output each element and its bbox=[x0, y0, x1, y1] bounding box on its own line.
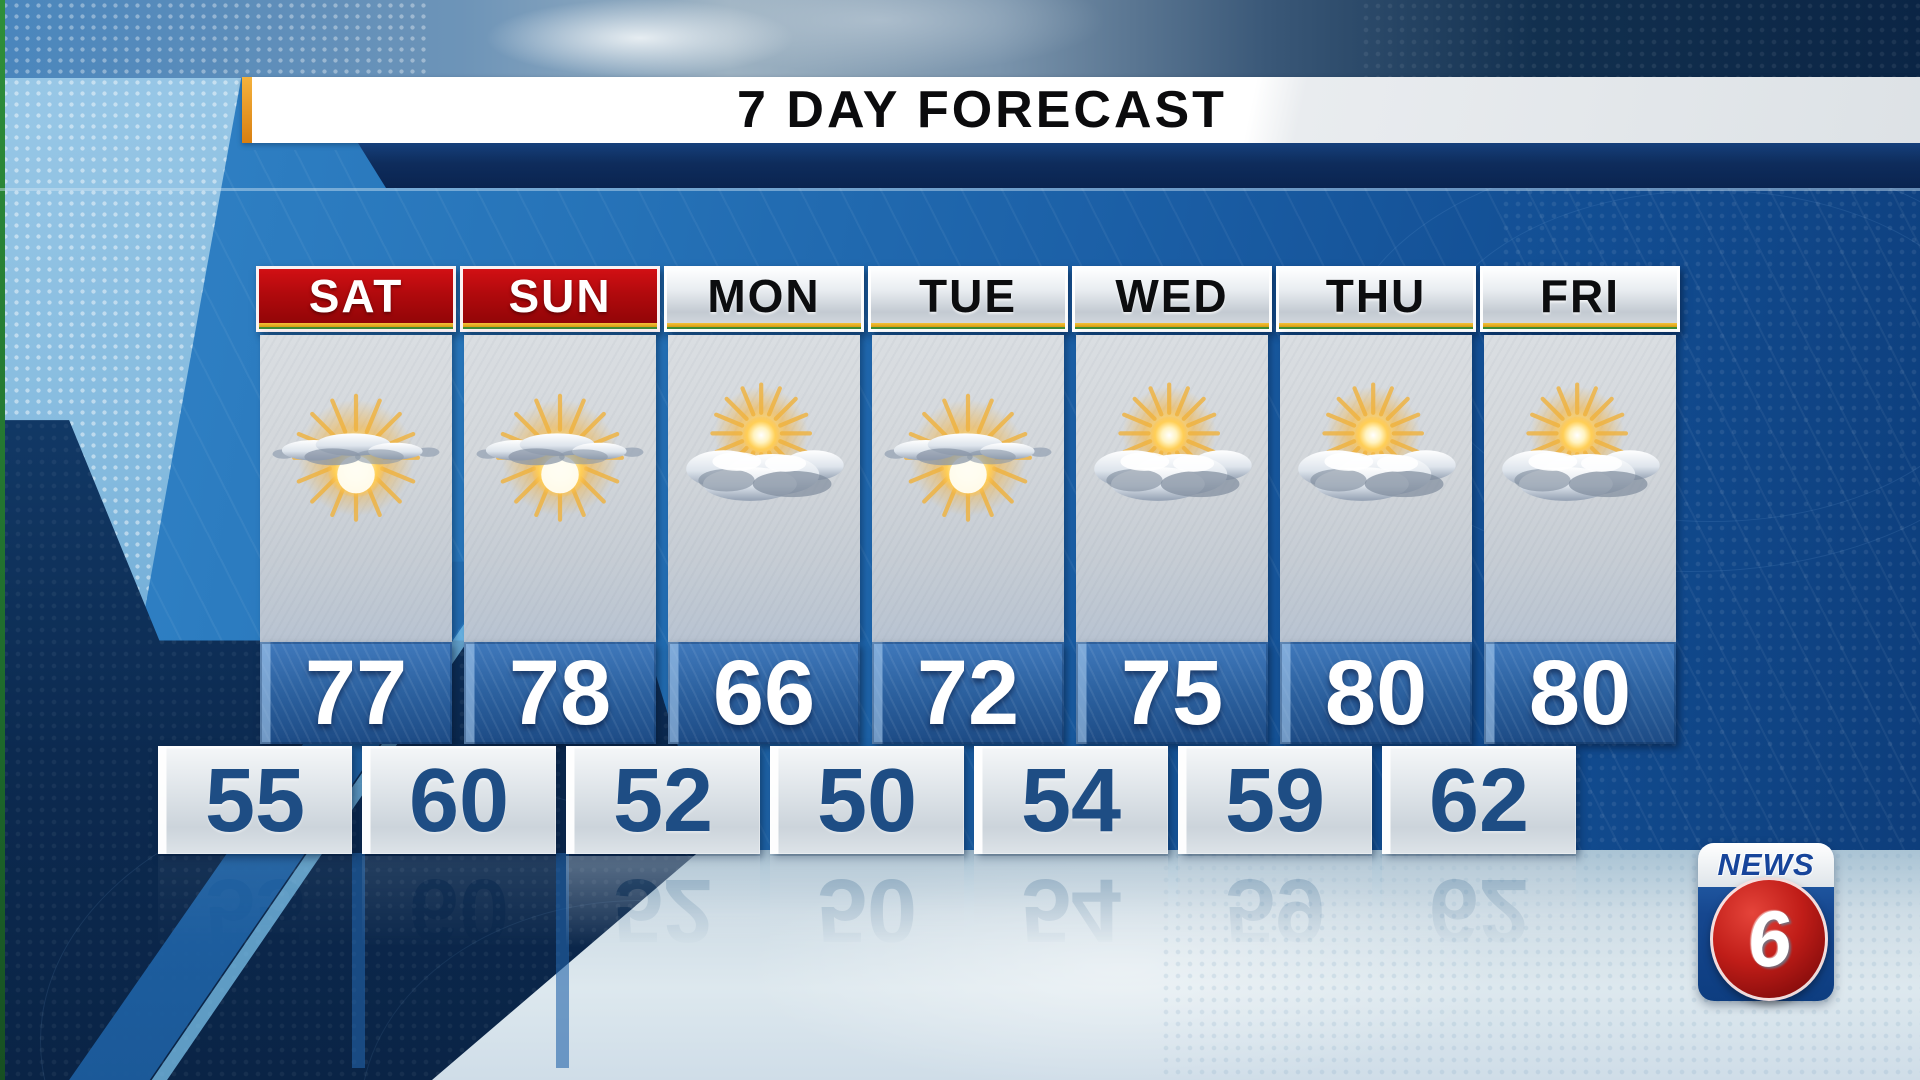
green-stripe bbox=[1483, 327, 1677, 329]
high-temp-value: 75 bbox=[1120, 641, 1224, 744]
day-header-sat: SAT bbox=[256, 266, 456, 332]
title-accent-stripe bbox=[242, 77, 252, 143]
gold-stripe bbox=[667, 323, 861, 327]
high-temp-value: 80 bbox=[1324, 641, 1428, 744]
low-temp-reflection-tue: 50 bbox=[770, 856, 964, 964]
condition-panel-thu bbox=[1280, 335, 1472, 642]
background-green-edge bbox=[0, 0, 5, 1080]
high-temp-value: 72 bbox=[916, 641, 1020, 744]
gold-stripe bbox=[871, 323, 1065, 327]
station-number: 6 bbox=[1742, 892, 1796, 986]
low-temp-reflection-sat: 55 bbox=[158, 856, 352, 964]
low-temp-thu: 59 bbox=[1178, 746, 1372, 854]
station-logo: NEWS 6 bbox=[1698, 843, 1834, 1001]
green-stripe bbox=[259, 327, 453, 329]
title-underbar bbox=[358, 143, 1920, 188]
station-name: NEWS bbox=[1717, 847, 1815, 882]
day-label: SUN bbox=[508, 270, 612, 322]
condition-panel-mon bbox=[668, 335, 860, 642]
high-temp-sat: 77 bbox=[260, 642, 452, 744]
green-stripe bbox=[1279, 327, 1473, 329]
condition-panel-tue bbox=[872, 335, 1064, 642]
low-temp-reflection-value: 50 bbox=[816, 860, 918, 961]
green-stripe bbox=[871, 327, 1065, 329]
low-temp-reflection-value: 59 bbox=[1224, 860, 1326, 961]
gold-stripe bbox=[1483, 323, 1677, 327]
low-temp-mon: 52 bbox=[566, 746, 760, 854]
day-header-wed: WED bbox=[1072, 266, 1272, 332]
low-temp-wed: 54 bbox=[974, 746, 1168, 854]
low-temp-value: 52 bbox=[612, 750, 714, 851]
gold-stripe bbox=[259, 323, 453, 327]
underbar-highlight bbox=[0, 188, 1920, 191]
low-temp-reflection-value: 52 bbox=[612, 860, 714, 961]
low-temp-value: 60 bbox=[408, 750, 510, 851]
page-title: 7 DAY FORECAST bbox=[737, 81, 1227, 139]
low-temp-reflection-thu: 59 bbox=[1178, 856, 1372, 964]
background-gap-shadow bbox=[556, 853, 569, 1068]
low-temp-fri: 62 bbox=[1382, 746, 1576, 854]
day-label: SAT bbox=[308, 270, 404, 322]
background-top-strip bbox=[0, 0, 1920, 78]
low-temp-sat: 55 bbox=[158, 746, 352, 854]
day-header-thu: THU bbox=[1276, 266, 1476, 332]
low-temp-sun: 60 bbox=[362, 746, 556, 854]
low-temp-reflection-mon: 52 bbox=[566, 856, 760, 964]
gold-stripe bbox=[1075, 323, 1269, 327]
gold-stripe bbox=[1279, 323, 1473, 327]
day-header-fri: FRI bbox=[1480, 266, 1680, 332]
high-temp-value: 77 bbox=[304, 641, 408, 744]
low-temp-reflection-wed: 54 bbox=[974, 856, 1168, 964]
low-temp-value: 59 bbox=[1224, 750, 1326, 851]
green-stripe bbox=[667, 327, 861, 329]
high-temp-sun: 78 bbox=[464, 642, 656, 744]
condition-panel-wed bbox=[1076, 335, 1268, 642]
high-temp-value: 78 bbox=[508, 641, 612, 744]
day-label: THU bbox=[1325, 270, 1427, 322]
condition-panel-fri bbox=[1484, 335, 1676, 642]
high-temp-tue: 72 bbox=[872, 642, 1064, 744]
high-temp-fri: 80 bbox=[1484, 642, 1676, 744]
high-temp-value: 80 bbox=[1528, 641, 1632, 744]
low-temp-reflection-sun: 60 bbox=[362, 856, 556, 964]
low-temp-reflection-value: 55 bbox=[204, 860, 306, 961]
low-temp-value: 55 bbox=[204, 750, 306, 851]
high-temp-mon: 66 bbox=[668, 642, 860, 744]
low-temp-reflection-value: 54 bbox=[1020, 860, 1122, 961]
background-gap-shadow bbox=[352, 853, 365, 1068]
low-temp-value: 50 bbox=[816, 750, 918, 851]
high-temp-wed: 75 bbox=[1076, 642, 1268, 744]
green-stripe bbox=[463, 327, 657, 329]
low-temp-value: 54 bbox=[1020, 750, 1122, 851]
day-label: TUE bbox=[919, 270, 1017, 322]
day-label: WED bbox=[1115, 270, 1229, 322]
day-header-sun: SUN bbox=[460, 266, 660, 332]
day-header-tue: TUE bbox=[868, 266, 1068, 332]
green-stripe bbox=[1075, 327, 1269, 329]
gold-stripe bbox=[463, 323, 657, 327]
low-temp-reflection-value: 60 bbox=[408, 860, 510, 961]
low-temp-value: 62 bbox=[1428, 750, 1530, 851]
low-temp-reflection-value: 62 bbox=[1428, 860, 1530, 961]
condition-panel-sat bbox=[260, 335, 452, 642]
high-temp-value: 66 bbox=[712, 641, 816, 744]
low-temp-reflection-fri: 62 bbox=[1382, 856, 1576, 964]
day-label: FRI bbox=[1539, 270, 1621, 322]
title-banner: 7 DAY FORECAST bbox=[242, 77, 1920, 143]
high-temp-thu: 80 bbox=[1280, 642, 1472, 744]
day-header-mon: MON bbox=[664, 266, 864, 332]
station-logo-circle: 6 bbox=[1710, 877, 1828, 1001]
condition-panel-sun bbox=[464, 335, 656, 642]
day-label: MON bbox=[707, 270, 821, 322]
low-temp-tue: 50 bbox=[770, 746, 964, 854]
